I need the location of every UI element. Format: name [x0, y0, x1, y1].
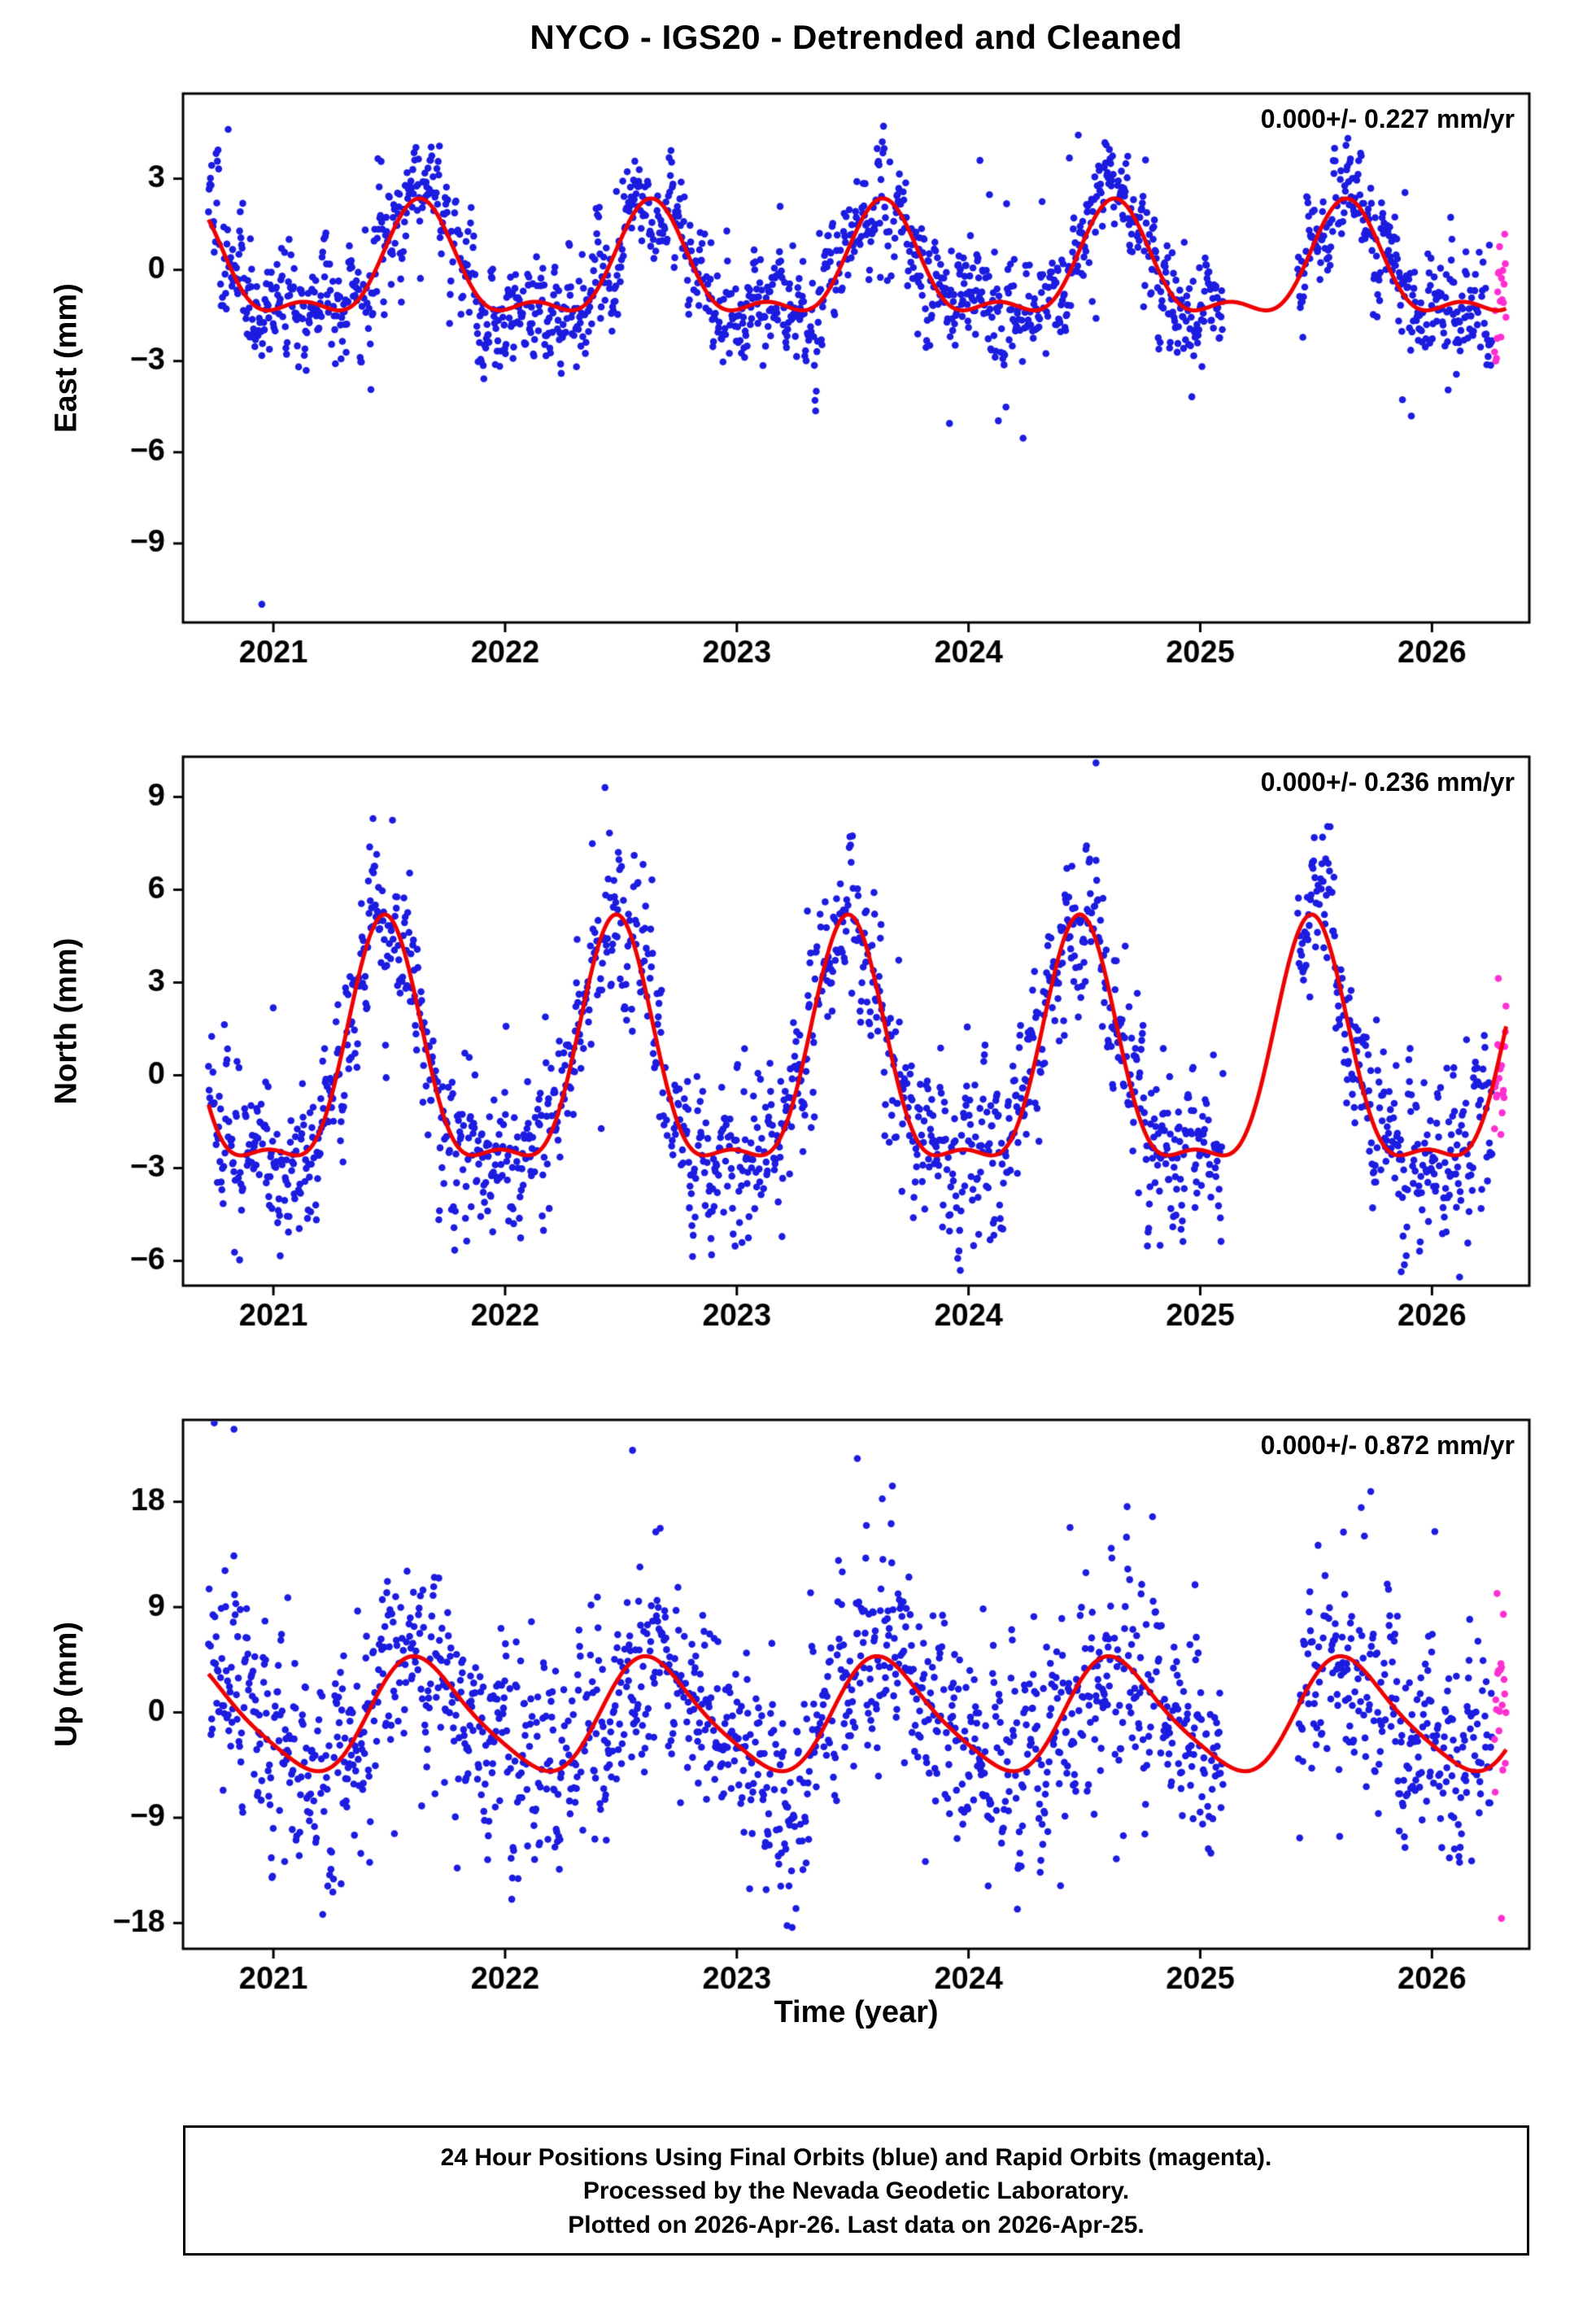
up-trend-annotation: 0.000+/- 0.872 mm/yr — [1260, 1430, 1515, 1460]
footer-plotted-line: Plotted on 2026-Apr-26. Last data on 202… — [568, 2211, 1145, 2238]
up-axis-label: Up (mm) — [49, 1621, 84, 1748]
time-axis-label: Time (year) — [774, 1995, 939, 2029]
footer-processed-line: Processed by the Nevada Geodetic Laborat… — [582, 2177, 1130, 2205]
east-axis-label: East (mm) — [49, 283, 84, 433]
north-trend-annotation: 0.000+/- 0.236 mm/yr — [1260, 767, 1515, 797]
footer-orbits-line: 24 Hour Positions Using Final Orbits (bl… — [440, 2144, 1272, 2171]
east-trend-annotation: 0.000+/- 0.227 mm/yr — [1260, 104, 1515, 133]
north-axis-label: North (mm) — [49, 937, 84, 1105]
page-title: NYCO - IGS20 - Detrended and Cleaned — [530, 18, 1183, 56]
footer-caption-box: 24 Hour Positions Using Final Orbits (bl… — [183, 2125, 1529, 2256]
